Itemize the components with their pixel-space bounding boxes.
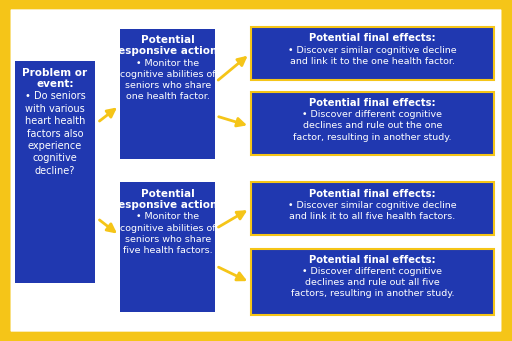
Text: • Do seniors
with various
heart health
factors also
experience
cognitive
decline: • Do seniors with various heart health f… bbox=[25, 91, 86, 176]
FancyBboxPatch shape bbox=[120, 182, 215, 312]
Text: Potential final effects:: Potential final effects: bbox=[309, 33, 436, 43]
Text: Potential
responsive action:: Potential responsive action: bbox=[114, 189, 222, 210]
FancyBboxPatch shape bbox=[15, 61, 95, 283]
Text: Potential final effects:: Potential final effects: bbox=[309, 255, 436, 265]
FancyBboxPatch shape bbox=[251, 182, 494, 235]
FancyBboxPatch shape bbox=[251, 27, 494, 80]
Text: • Discover different cognitive
declines and rule out all five
factors, resulting: • Discover different cognitive declines … bbox=[291, 267, 454, 298]
FancyBboxPatch shape bbox=[4, 2, 508, 339]
Text: • Monitor the
cognitive abilities of
seniors who share
five health factors.: • Monitor the cognitive abilities of sen… bbox=[120, 212, 216, 255]
Text: Potential final effects:: Potential final effects: bbox=[309, 189, 436, 198]
Text: • Discover similar cognitive decline
and link it to all five health factors.: • Discover similar cognitive decline and… bbox=[288, 201, 457, 221]
FancyBboxPatch shape bbox=[120, 29, 215, 159]
FancyBboxPatch shape bbox=[251, 249, 494, 315]
Text: • Discover different cognitive
declines and rule out the one
factor, resulting i: • Discover different cognitive declines … bbox=[293, 110, 452, 142]
Text: Potential final effects:: Potential final effects: bbox=[309, 98, 436, 108]
Text: Potential
responsive action:: Potential responsive action: bbox=[114, 35, 222, 56]
FancyBboxPatch shape bbox=[251, 92, 494, 155]
Text: • Monitor the
cognitive abilities of
seniors who share
one health factor.: • Monitor the cognitive abilities of sen… bbox=[120, 59, 216, 101]
Text: • Discover similar cognitive decline
and link it to the one health factor.: • Discover similar cognitive decline and… bbox=[288, 46, 457, 66]
Text: Problem or
event:: Problem or event: bbox=[23, 68, 88, 89]
